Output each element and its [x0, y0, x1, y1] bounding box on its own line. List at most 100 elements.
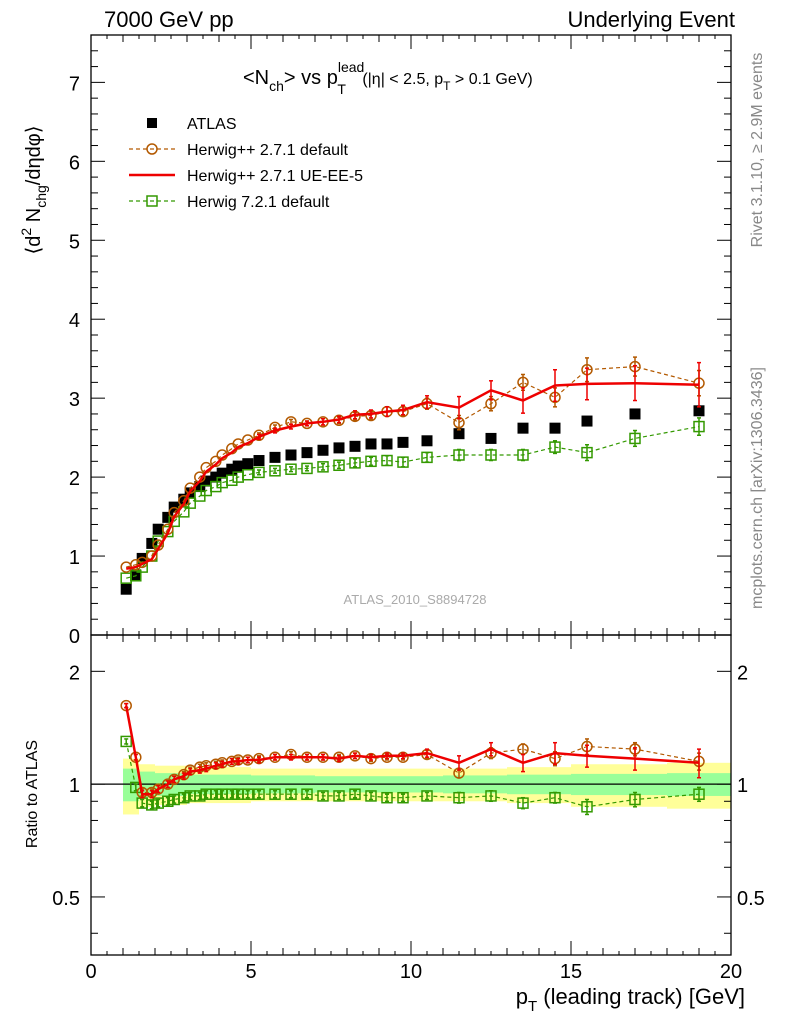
- main-point-atlas: [120, 583, 132, 595]
- main-point-atlas: [200, 475, 212, 487]
- main-point-atlas: [178, 493, 190, 505]
- tick-marks: [90, 34, 732, 955]
- main-point-atlas: [349, 440, 361, 452]
- main-y-tick-label: 2: [69, 468, 80, 490]
- ratio-point-herwig7: [162, 795, 174, 808]
- ratio-point-herwigpp-default: [152, 783, 164, 795]
- x-axis-label: pT (leading track) [GeV]: [516, 984, 745, 1015]
- main-point-atlas: [253, 455, 265, 467]
- legend-label-herwigpp-default: Herwig++ 2.7.1 default: [187, 142, 349, 159]
- main-point-atlas: [232, 460, 244, 472]
- main-y-tick-label: 7: [69, 73, 80, 95]
- ratio-point-herwig7: [178, 791, 190, 804]
- ratio-point-herwig7: [285, 788, 297, 800]
- legend-item-herwigpp-default: Herwig++ 2.7.1 default: [129, 142, 349, 159]
- legend-marker-herwigpp-default: [146, 143, 158, 155]
- main-point-atlas: [216, 467, 228, 479]
- x-tick-label: 0: [85, 961, 96, 983]
- main-y-tick-label: 0: [69, 626, 80, 648]
- main-point-herwig7: [242, 468, 254, 481]
- main-line-ueee5: [125, 381, 700, 570]
- header-right: Underlying Event: [567, 7, 735, 32]
- ratio-y-tick-label-left: 0.5: [52, 888, 80, 910]
- main-point-atlas: [162, 511, 174, 523]
- main-point-atlas: [629, 408, 641, 420]
- main-point-herwig7: [693, 420, 705, 433]
- ratio-point-herwig7: [333, 790, 345, 802]
- main-point-herwig7: [253, 466, 265, 479]
- main-point-atlas: [242, 458, 254, 470]
- main-point-atlas: [317, 444, 329, 456]
- main-point-atlas: [146, 537, 158, 549]
- ratio-point-herwig7: [517, 797, 529, 809]
- main-point-atlas: [333, 442, 345, 454]
- main-point-atlas: [136, 552, 148, 564]
- ratio-point-herwig7: [629, 793, 641, 806]
- main-point-herwig7: [485, 449, 497, 461]
- ratio-y-tick-label-right: 0.5: [737, 888, 765, 910]
- ratio-point-herwig7: [365, 790, 377, 802]
- main-point-atlas: [152, 523, 164, 535]
- main-point-atlas: [581, 415, 593, 427]
- ratio-point-herwig7: [194, 790, 206, 802]
- rivet-info: Rivet 3.1.10, ≥ 2.9M events: [749, 53, 766, 248]
- legend-marker-herwig7: [146, 195, 158, 207]
- main-point-herwigpp-default: [146, 550, 158, 562]
- main-point-atlas: [453, 428, 465, 440]
- main-point-herwig7: [349, 457, 361, 469]
- ratio-point-herwig7: [269, 788, 281, 800]
- ratio-point-herwigpp-default: [365, 752, 377, 765]
- ratio-line-ueee5: [124, 705, 700, 796]
- main-point-atlas: [269, 451, 281, 463]
- ratio-point-herwig7: [549, 791, 561, 804]
- main-point-herwig7: [269, 465, 281, 477]
- main-point-herwig7: [517, 449, 529, 461]
- ratio-point-herwig7: [381, 791, 393, 804]
- legend-label-ueee5: Herwig++ 2.7.1 UE-EE-5: [187, 168, 363, 185]
- x-tick-label: 15: [560, 961, 582, 983]
- ratio-point-herwig7: [349, 788, 361, 800]
- ratio-point-herwig7: [242, 788, 254, 800]
- ratio-point-herwig7: [485, 790, 497, 802]
- y-axis-label-ratio: Ratio to ATLAS: [24, 740, 41, 848]
- main-point-atlas: [693, 405, 705, 417]
- main-point-herwig7: [365, 455, 377, 468]
- main-point-herwig7: [549, 441, 561, 453]
- ratio-point-herwig7: [397, 791, 409, 804]
- main-point-herwig7: [333, 459, 345, 472]
- ratio-point-herwigpp-default: [397, 751, 409, 763]
- main-point-herwig7: [226, 474, 238, 487]
- main-point-herwig7: [421, 451, 433, 464]
- legend: ATLAS Herwig++ 2.7.1 default Herwig++ 2.…: [129, 116, 363, 211]
- main-point-atlas: [226, 463, 238, 475]
- ratio-point-herwig7: [693, 788, 705, 800]
- ratio-line-herwig7: [125, 741, 700, 808]
- main-point-atlas: [210, 471, 222, 483]
- main-y-tick-label: 6: [69, 152, 80, 174]
- ratio-y-tick-label-right: 1: [737, 775, 748, 797]
- main-point-herwig7: [317, 461, 329, 473]
- legend-item-herwig7: Herwig 7.2.1 default: [129, 194, 330, 211]
- main-point-herwig7: [581, 446, 593, 459]
- ratio-point-herwig7: [453, 791, 465, 804]
- ratio-point-herwig7: [421, 790, 433, 802]
- main-point-herwig7: [130, 570, 142, 582]
- main-point-atlas: [365, 438, 377, 450]
- ratio-y-tick-label-left: 1: [69, 775, 80, 797]
- x-tick-label: 5: [245, 961, 256, 983]
- legend-item-ueee5: Herwig++ 2.7.1 UE-EE-5: [129, 168, 363, 185]
- main-point-herwig7: [453, 449, 465, 461]
- legend-item-atlas: ATLAS: [147, 116, 237, 133]
- ratio-point-herwig7: [226, 788, 238, 800]
- main-point-atlas: [517, 422, 529, 434]
- main-point-herwig7: [301, 462, 313, 475]
- main-y-tick-label: 3: [69, 389, 80, 411]
- main-point-atlas: [301, 447, 313, 459]
- ratio-y-tick-label-right: 2: [737, 662, 748, 684]
- header-left: 7000 GeV pp: [104, 7, 234, 32]
- main-point-herwig7: [381, 454, 393, 467]
- main-point-atlas: [549, 422, 561, 434]
- ratio-point-herwig7: [253, 788, 265, 800]
- main-point-atlas: [381, 438, 393, 450]
